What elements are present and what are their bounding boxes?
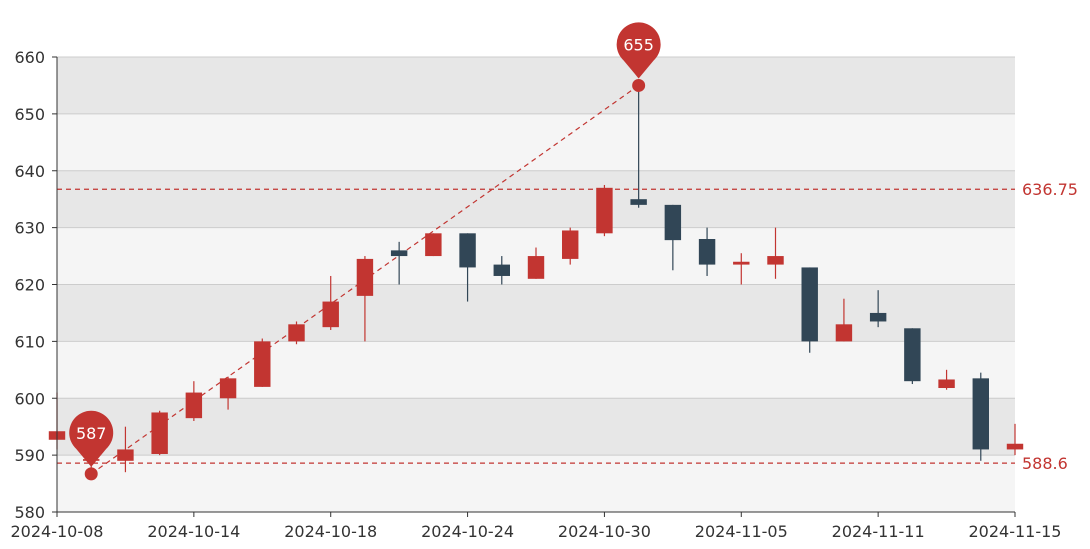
y-tick-label: 630 [14,219,45,238]
candle-body [493,264,510,276]
x-tick-label: 2024-10-30 [558,522,651,541]
candle-body [151,412,168,454]
candle-body [664,204,682,241]
candle-body [219,378,237,399]
x-axis-ticks: 2024-10-08 2024-10-14 2024-10-18 2024-10-24… [11,512,1062,541]
grid-band [57,398,1015,456]
mark-point-pin [69,410,114,467]
grid-band [57,57,1015,114]
y-tick-label: 640 [14,162,45,181]
candle-body [356,258,374,296]
mark-point-label: 587 [76,424,107,443]
y-tick-label: 590 [14,446,45,465]
candle-body [527,256,545,279]
grid-band [57,170,1015,228]
mark-point-pin [616,22,661,79]
candle-body [254,341,271,387]
grid-band [57,455,1015,512]
candle-body [562,230,579,259]
candle-body [835,324,853,342]
candle-body [322,301,339,328]
candle-body [938,379,955,389]
mark-lines: 636.75 588.6 [57,180,1078,473]
x-tick-label: 2024-11-15 [969,522,1062,541]
x-tick-label: 2024-11-05 [695,522,788,541]
candle-body [185,392,203,419]
candle-body [630,199,647,205]
grid-band [57,113,1015,171]
y-tick-label: 620 [14,276,45,295]
candle-body [288,324,305,342]
mark-points: 655 587 [69,22,661,481]
x-tick-label: 2024-10-18 [284,522,377,541]
candle-body [1006,443,1024,450]
y-tick-label: 600 [14,389,45,408]
y-tick-label: 610 [14,332,45,351]
candle-body [767,256,784,265]
candle-body [869,312,887,322]
y-tick-label: 580 [14,503,45,522]
mark-point-label: 655 [623,35,654,54]
x-tick-label: 2024-10-24 [421,522,514,541]
candle-body [904,328,921,382]
candle-body [698,239,716,265]
candle-body [733,261,750,265]
grid-band [57,284,1015,342]
candle-body [459,233,476,268]
mark-line-label: 588.6 [1022,454,1068,473]
x-tick-label: 2024-10-08 [11,522,104,541]
y-tick-label: 660 [14,48,45,67]
candle-body [596,187,613,234]
grid-band [57,341,1015,399]
y-tick-label: 650 [14,105,45,124]
candle-body [801,267,818,342]
candle-body [117,449,134,461]
mark-point-dot [84,467,98,481]
candle-body [390,250,408,257]
candle-body [972,378,989,450]
y-axis-ticks: 580 590 600 610 620 630 640 650 660 [14,48,57,522]
mark-line-label: 636.75 [1022,180,1078,199]
x-tick-label: 2024-11-11 [832,522,925,541]
mark-point-dot [632,78,646,92]
x-tick-label: 2024-10-14 [147,522,240,541]
candle-body [425,233,442,257]
